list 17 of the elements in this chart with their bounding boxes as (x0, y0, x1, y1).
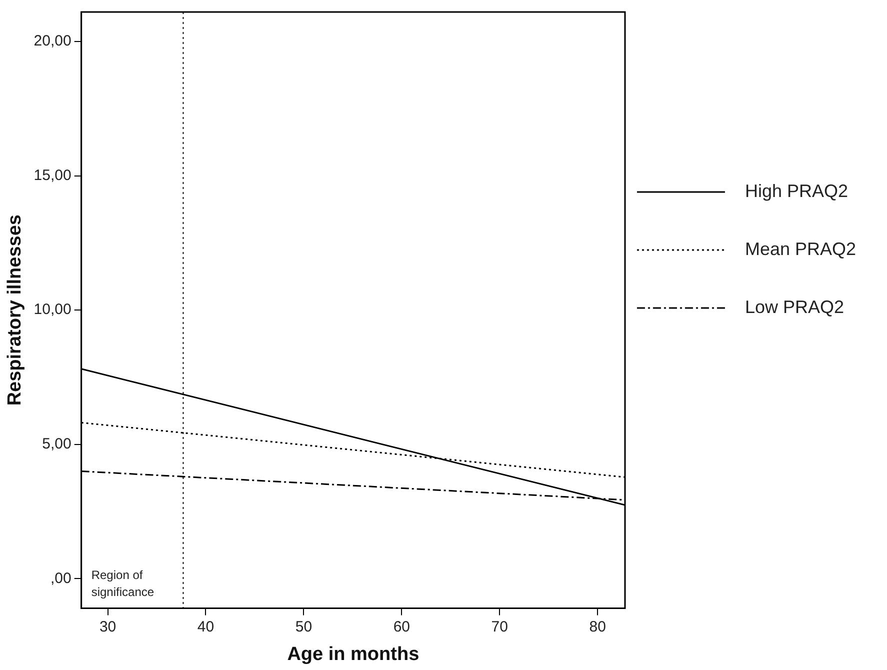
legend-label: Low PRAQ2 (745, 296, 844, 317)
y-tick-label: ,00 (50, 570, 72, 587)
x-tick-label: 40 (197, 618, 214, 636)
ref-line-label: Region of significance (91, 568, 154, 600)
x-tick-label: 80 (589, 618, 606, 636)
y-tick-label: 5,00 (42, 436, 72, 453)
x-tick-label: 60 (393, 618, 410, 636)
x-axis-title: Age in months (287, 644, 420, 665)
x-tick-label: 70 (491, 618, 508, 636)
y-tick-label: 20,00 (34, 32, 72, 50)
y-tick-label: 10,00 (34, 301, 72, 318)
legend-label: High PRAQ2 (745, 180, 848, 201)
y-tick-label: 15,00 (34, 166, 72, 184)
legend-label: Mean PRAQ2 (745, 238, 856, 259)
y-axis-title: Respiratory illnesses (4, 214, 26, 406)
x-tick-label: 30 (99, 618, 116, 636)
x-tick-label: 50 (295, 618, 312, 636)
